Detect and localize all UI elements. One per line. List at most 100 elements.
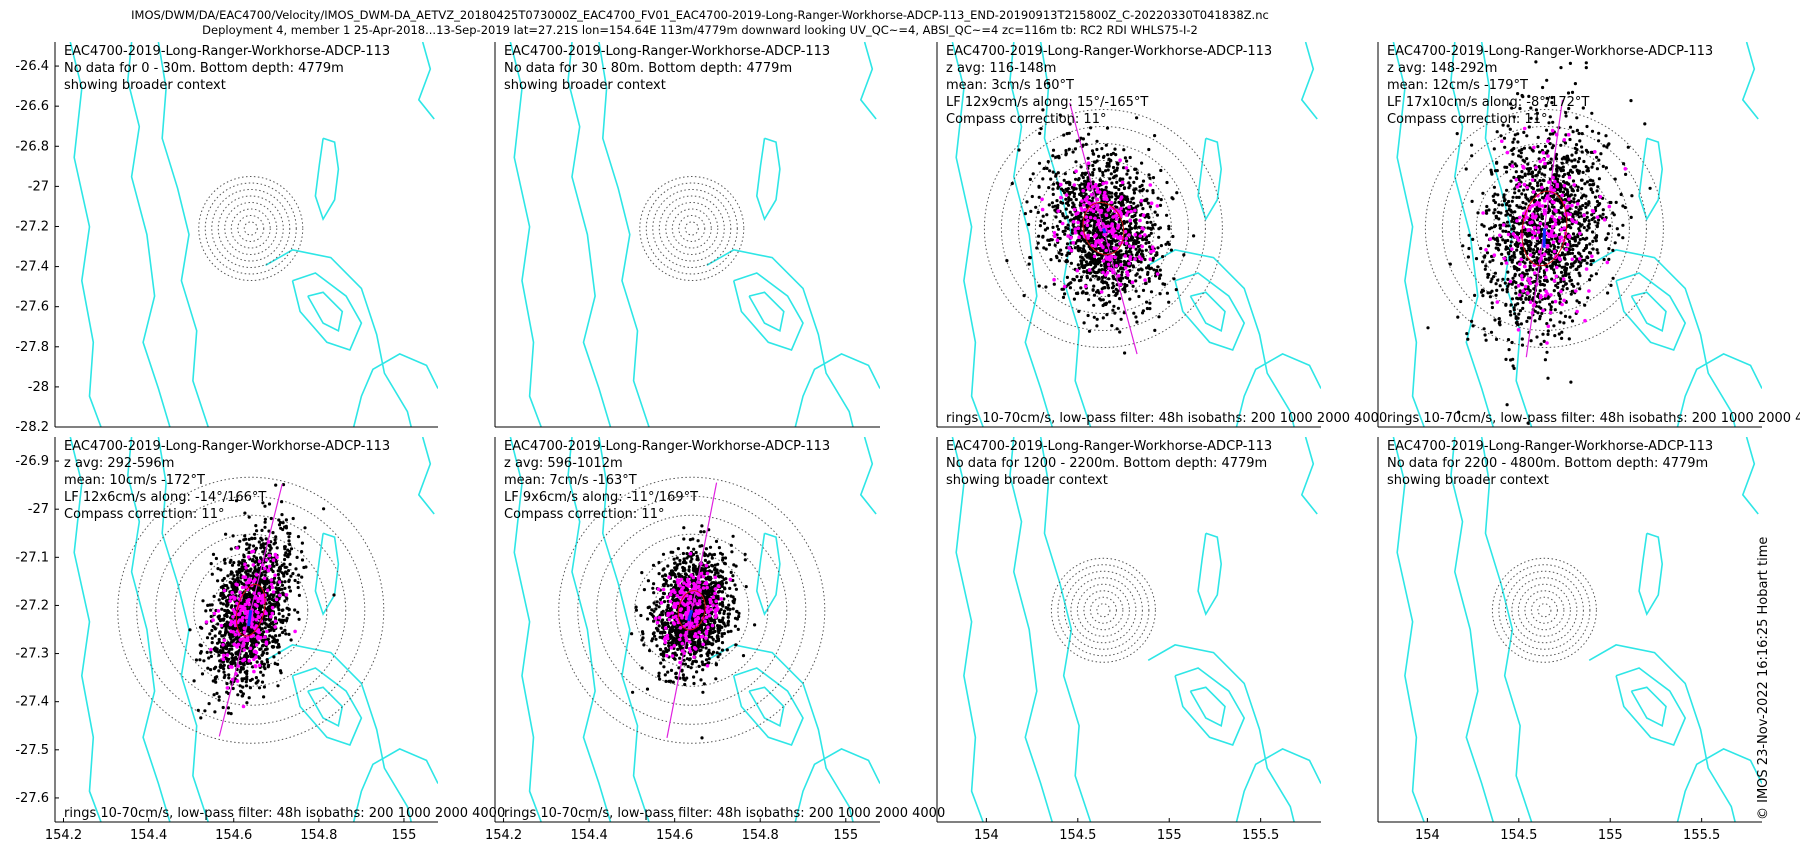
scatter-point bbox=[1148, 245, 1152, 249]
scatter-point bbox=[1098, 183, 1102, 187]
scatter-point bbox=[1577, 156, 1581, 161]
scatter-point bbox=[257, 586, 261, 590]
scatter-point bbox=[260, 632, 264, 637]
scatter-point bbox=[1084, 260, 1088, 264]
lowpass-point bbox=[1553, 299, 1558, 304]
scatter-point bbox=[1573, 235, 1577, 240]
scatter-point bbox=[1505, 220, 1510, 224]
scatter-point bbox=[1528, 146, 1532, 150]
scatter-point bbox=[1575, 128, 1579, 132]
scatter-point bbox=[1116, 260, 1120, 264]
scatter-point bbox=[1532, 280, 1536, 284]
scatter-point bbox=[1490, 277, 1494, 281]
lowpass-point bbox=[1115, 213, 1119, 218]
scatter-point bbox=[1597, 218, 1601, 222]
scatter-point bbox=[1570, 90, 1575, 94]
scatter-point bbox=[230, 571, 234, 575]
scatter-point bbox=[1101, 249, 1105, 253]
scatter-point bbox=[1105, 164, 1109, 168]
lowpass-point bbox=[1077, 235, 1081, 239]
scatter-point bbox=[218, 659, 222, 663]
scatter-point bbox=[1051, 154, 1055, 158]
lowpass-point bbox=[1095, 186, 1100, 191]
scatter-point bbox=[1064, 226, 1068, 230]
scatter-point bbox=[1492, 225, 1497, 229]
scatter-point bbox=[246, 629, 250, 633]
lowpass-point bbox=[1083, 284, 1088, 289]
scatter-point bbox=[1071, 201, 1075, 205]
scatter-point bbox=[1139, 260, 1143, 264]
y-tick-label: -26.4 bbox=[15, 59, 49, 74]
scatter-point bbox=[278, 565, 282, 569]
scatter-point bbox=[1533, 244, 1538, 248]
scatter-point bbox=[1502, 193, 1506, 197]
scatter-point bbox=[1076, 263, 1080, 267]
scatter-point bbox=[214, 649, 218, 653]
scatter-point bbox=[1157, 227, 1161, 231]
scatter-point bbox=[1128, 183, 1132, 188]
y-tick-label: -27 bbox=[28, 179, 49, 194]
lowpass-point bbox=[1541, 151, 1545, 155]
scatter-point bbox=[277, 612, 281, 616]
scatter-point bbox=[1093, 264, 1098, 268]
scatter-point bbox=[288, 542, 292, 547]
lowpass-point bbox=[1548, 310, 1553, 315]
scatter-point bbox=[1512, 253, 1516, 257]
scatter-point bbox=[1597, 202, 1601, 207]
scatter-point bbox=[1572, 197, 1576, 201]
scatter-point bbox=[276, 572, 280, 577]
scatter-point bbox=[1493, 208, 1497, 212]
scatter-point bbox=[291, 572, 295, 576]
scatter-point bbox=[273, 662, 277, 666]
lowpass-point bbox=[1565, 242, 1570, 247]
scatter-point bbox=[1529, 339, 1533, 343]
panel-annotation-line: showing broader context bbox=[504, 78, 666, 93]
lowpass-point bbox=[1129, 209, 1133, 214]
scatter-point bbox=[1117, 187, 1121, 192]
lowpass-point bbox=[238, 604, 242, 609]
scatter-point bbox=[281, 521, 285, 525]
scatter-point bbox=[1548, 115, 1552, 119]
lowpass-point bbox=[1583, 318, 1587, 323]
scatter-point bbox=[1500, 252, 1504, 256]
scatter-point bbox=[1594, 239, 1598, 243]
lowpass-point bbox=[284, 593, 289, 597]
scatter-point bbox=[229, 660, 233, 665]
isobath-line bbox=[157, 42, 209, 427]
lowpass-point bbox=[1140, 226, 1144, 230]
scatter-point bbox=[1569, 185, 1573, 189]
lowpass-point bbox=[1560, 193, 1564, 198]
scatter-point bbox=[1132, 201, 1136, 205]
lowpass-point bbox=[209, 647, 213, 652]
lowpass-point bbox=[1553, 222, 1558, 227]
lowpass-point bbox=[1109, 224, 1114, 228]
lowpass-point bbox=[1104, 194, 1108, 198]
scatter-point bbox=[1078, 212, 1083, 216]
scatter-point bbox=[242, 677, 246, 681]
scatter-point bbox=[1513, 191, 1517, 195]
lowpass-point bbox=[275, 555, 279, 559]
lowpass-point bbox=[1105, 257, 1109, 261]
lowpass-point bbox=[1101, 181, 1105, 186]
lowpass-point bbox=[241, 658, 245, 663]
scatter-point bbox=[1490, 305, 1494, 310]
velocity-ring bbox=[1441, 125, 1647, 331]
lowpass-point bbox=[1575, 202, 1580, 206]
scatter-point bbox=[284, 524, 288, 528]
lowpass-point bbox=[1538, 221, 1543, 226]
scatter-point bbox=[1539, 234, 1543, 238]
scatter-point bbox=[1483, 254, 1487, 258]
isobath-line bbox=[291, 272, 363, 351]
scatter-point bbox=[291, 516, 295, 521]
scatter-point bbox=[271, 595, 275, 599]
scatter-point bbox=[1022, 294, 1026, 298]
lowpass-point bbox=[270, 585, 275, 590]
lowpass-point bbox=[1117, 209, 1122, 214]
lowpass-point bbox=[1553, 179, 1557, 184]
scatter-point bbox=[281, 614, 285, 618]
scatter-point bbox=[1585, 243, 1589, 248]
lowpass-point bbox=[256, 630, 260, 634]
scatter-point bbox=[1549, 305, 1553, 309]
scatter-point bbox=[1540, 172, 1544, 176]
scatter-point bbox=[1114, 287, 1118, 291]
